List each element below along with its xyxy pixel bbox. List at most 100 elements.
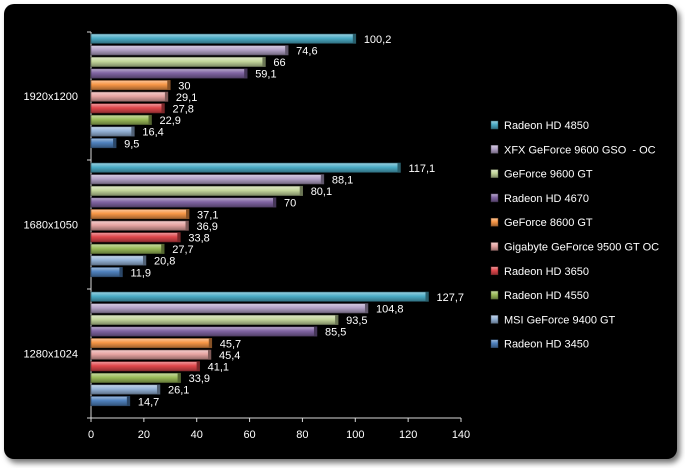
bar-geforce-8600-gt-1920x1200 <box>90 80 171 91</box>
data-label-gigabyte-geforce-9500-gt-oc-1680x1050: 36,9 <box>197 221 218 233</box>
legend-swatch-msi-geforce-9400-gt <box>490 315 499 324</box>
data-label-geforce-9600-gt-1920x1200: 66 <box>273 57 285 69</box>
bar-end-cap <box>313 326 317 337</box>
bar-end-cap <box>167 80 171 90</box>
data-label-geforce-8600-gt-1280x1024: 45,7 <box>220 338 241 350</box>
bar-end-cap <box>262 57 266 67</box>
data-label-radeon-hd-4670-1280x1024: 85,5 <box>325 327 346 339</box>
bar-gigabyte-geforce-9500-gt-oc-1920x1200 <box>90 91 169 102</box>
data-label-radeon-hd-3450-1280x1024: 14,7 <box>138 396 159 408</box>
bar-msi-geforce-9400-gt-1680x1050 <box>90 255 147 266</box>
legend-label-radeon-hd-3650: Radeon HD 3650 <box>504 266 589 278</box>
bar-radeon-hd-3650-1920x1200 <box>90 103 165 114</box>
bar-xfx-geforce-9600-gso-oc-1920x1200 <box>90 45 289 56</box>
bar-end-cap <box>164 92 168 102</box>
legend-label-gigabyte-geforce-9500-gt-oc: Gigabyte GeForce 9500 GT OC <box>504 242 659 254</box>
category-label-1280x1024: 1280x1024 <box>24 349 78 361</box>
data-label-xfx-geforce-9600-gso-oc-1680x1050: 88,1 <box>332 175 353 187</box>
bar-end-cap <box>142 255 146 266</box>
legend-swatch-radeon-hd-3450 <box>490 339 499 348</box>
bar-msi-geforce-9400-gt-1920x1200 <box>90 126 135 137</box>
legend-swatch-gigabyte-geforce-9500-gt-oc <box>490 242 499 251</box>
legend-label-msi-geforce-9400-gt: MSI GeForce 9400 GT <box>504 314 616 326</box>
bar-radeon-hd-3450-1680x1050 <box>90 267 123 278</box>
bar-end-cap <box>119 267 123 277</box>
bar-radeon-hd-4850-1680x1050 <box>90 162 401 173</box>
bar-end-cap <box>113 138 117 148</box>
bar-radeon-hd-3450-1280x1024 <box>90 396 131 407</box>
data-label-radeon-hd-3650-1280x1024: 41,1 <box>208 362 229 374</box>
bar-geforce-9600-gt-1920x1200 <box>90 56 266 67</box>
bar-end-cap <box>299 186 303 196</box>
bar-end-cap <box>177 232 181 242</box>
legend-label-radeon-hd-3450: Radeon HD 3450 <box>504 339 589 351</box>
legend-label-geforce-8600-gt: GeForce 8600 GT <box>504 217 593 229</box>
x-tick-label: 60 <box>243 429 255 441</box>
bar-radeon-hd-4550-1680x1050 <box>90 243 165 254</box>
bar-geforce-8600-gt-1280x1024 <box>90 338 213 349</box>
bar-end-cap <box>161 103 165 113</box>
bar-end-cap <box>244 68 248 79</box>
bar-radeon-hd-4850-1280x1024 <box>90 291 429 302</box>
bar-end-cap <box>320 174 324 184</box>
data-label-radeon-hd-3450-1680x1050: 11,9 <box>130 267 151 279</box>
bar-radeon-hd-3450-1920x1200 <box>90 138 117 149</box>
axes: 0 20 40 60 80 100 120 140 1920x1200 1680x1050 1280… <box>24 31 470 441</box>
bar-end-cap <box>186 209 190 219</box>
bar-geforce-9600-gt-1280x1024 <box>90 314 339 325</box>
legend-swatch-radeon-hd-4550 <box>490 290 499 300</box>
x-tick-label: 100 <box>346 429 364 441</box>
bar-end-cap <box>156 384 160 395</box>
bar-gigabyte-geforce-9500-gt-oc-1680x1050 <box>90 220 189 231</box>
bar-radeon-hd-3650-1280x1024 <box>90 361 200 372</box>
legend-swatch-radeon-hd-4670 <box>490 193 499 203</box>
bar-end-cap <box>285 45 289 55</box>
legend-swatch-radeon-hd-4850 <box>490 120 499 130</box>
bar-end-cap <box>352 34 356 44</box>
data-label-radeon-hd-3650-1680x1050: 33,8 <box>188 233 209 245</box>
bar-end-cap <box>161 244 165 254</box>
data-label-radeon-hd-4550-1280x1024: 33,9 <box>189 373 210 385</box>
data-label-geforce-8600-gt-1680x1050: 37,1 <box>197 209 218 221</box>
data-label-msi-geforce-9400-gt-1280x1024: 26,1 <box>168 385 189 397</box>
bar-end-cap <box>273 197 276 208</box>
data-label-geforce-8600-gt-1920x1200: 30 <box>178 80 190 92</box>
bar-radeon-hd-4670-1920x1200 <box>90 68 248 79</box>
data-label-msi-geforce-9400-gt-1680x1050: 20,8 <box>154 256 175 268</box>
data-label-xfx-geforce-9600-gso-oc-1280x1024: 104,8 <box>376 304 404 316</box>
data-label-radeon-hd-4550-1920x1200: 22,9 <box>160 115 181 127</box>
chart-frame <box>4 4 677 459</box>
bar-xfx-geforce-9600-gso-oc-1680x1050 <box>90 174 325 185</box>
legend-swatch-xfx-geforce-9600-gso-oc <box>490 145 499 154</box>
bar-msi-geforce-9400-gt-1280x1024 <box>90 384 161 395</box>
x-tick-label: 120 <box>399 429 417 441</box>
bar-radeon-hd-4670-1680x1050 <box>90 197 277 208</box>
category-label-1680x1050: 1680x1050 <box>24 220 78 232</box>
bar-end-cap <box>196 361 200 371</box>
data-label-gigabyte-geforce-9500-gt-oc-1920x1200: 29,1 <box>176 92 197 104</box>
data-label-geforce-9600-gt-1680x1050: 80,1 <box>311 186 332 198</box>
legend-label-radeon-hd-4850: Radeon HD 4850 <box>504 120 589 132</box>
data-label-xfx-geforce-9600-gso-oc-1920x1200: 74,6 <box>296 46 317 58</box>
bar-end-cap <box>177 373 181 383</box>
bar-xfx-geforce-9600-gso-oc-1280x1024 <box>90 303 369 314</box>
data-label-gigabyte-geforce-9500-gt-oc-1280x1024: 45,4 <box>219 350 240 362</box>
bar-end-cap <box>364 303 368 313</box>
bar-radeon-hd-4670-1280x1024 <box>90 326 318 337</box>
data-label-radeon-hd-4670-1680x1050: 70 <box>284 198 296 210</box>
bar-radeon-hd-4550-1280x1024 <box>90 372 181 383</box>
bar-end-cap <box>148 115 152 125</box>
data-label-radeon-hd-3450-1920x1200: 9,5 <box>124 138 139 150</box>
x-tick-label: 20 <box>138 429 150 441</box>
legend-label-radeon-hd-4550: Radeon HD 4550 <box>504 290 589 302</box>
bar-radeon-hd-3650-1680x1050 <box>90 232 181 243</box>
legend: Radeon HD 4850 XFX GeForce 9600 GSO - OC G… <box>490 120 659 351</box>
bar-end-cap <box>208 338 212 348</box>
data-label-geforce-9600-gt-1280x1024: 93,5 <box>346 315 367 327</box>
x-tick-label: 140 <box>452 429 470 441</box>
legend-label-geforce-9600-gt: GeForce 9600 GT <box>504 169 593 181</box>
data-label-msi-geforce-9400-gt-1920x1200: 16,4 <box>142 127 163 139</box>
bar-end-cap <box>207 350 211 360</box>
